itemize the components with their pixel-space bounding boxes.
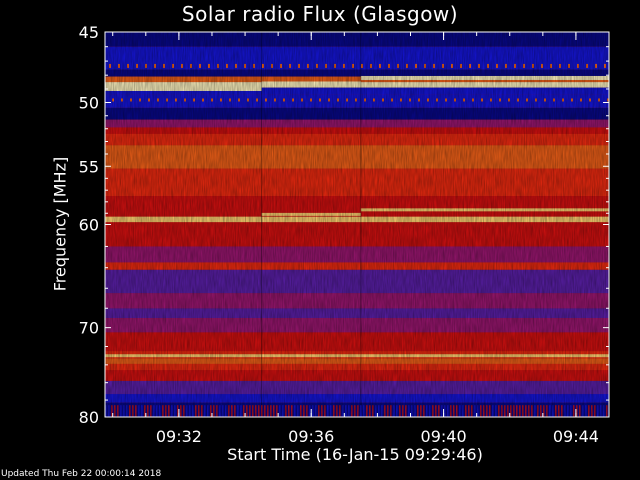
x-tick-label: 09:40 [421,427,467,446]
y-tick-label: 70 [79,319,99,338]
y-axis: 45 50 55 60 70 80 [79,23,609,427]
y-tick-label: 45 [79,23,99,42]
y-tick-label: 55 [79,157,99,176]
y-tick-label: 50 [79,94,99,113]
y-axis-label: Frequency [MHz] [50,156,70,292]
heatmap-noise [105,32,609,417]
x-axis-label: Start Time (16-Jan-15 09:29:46) [227,445,483,464]
x-tick-label: 09:36 [288,427,334,446]
x-tick-label: 09:32 [156,427,202,446]
x-tick-label: 09:44 [553,427,599,446]
y-tick-label: 80 [79,408,99,427]
updated-timestamp: Updated Thu Feb 22 00:00:14 2018 [1,469,162,479]
y-tick-label: 60 [79,216,99,235]
x-axis: 09:32 09:36 09:40 09:44 [112,32,599,446]
chart-title: Solar radio Flux (Glasgow) [181,2,459,26]
